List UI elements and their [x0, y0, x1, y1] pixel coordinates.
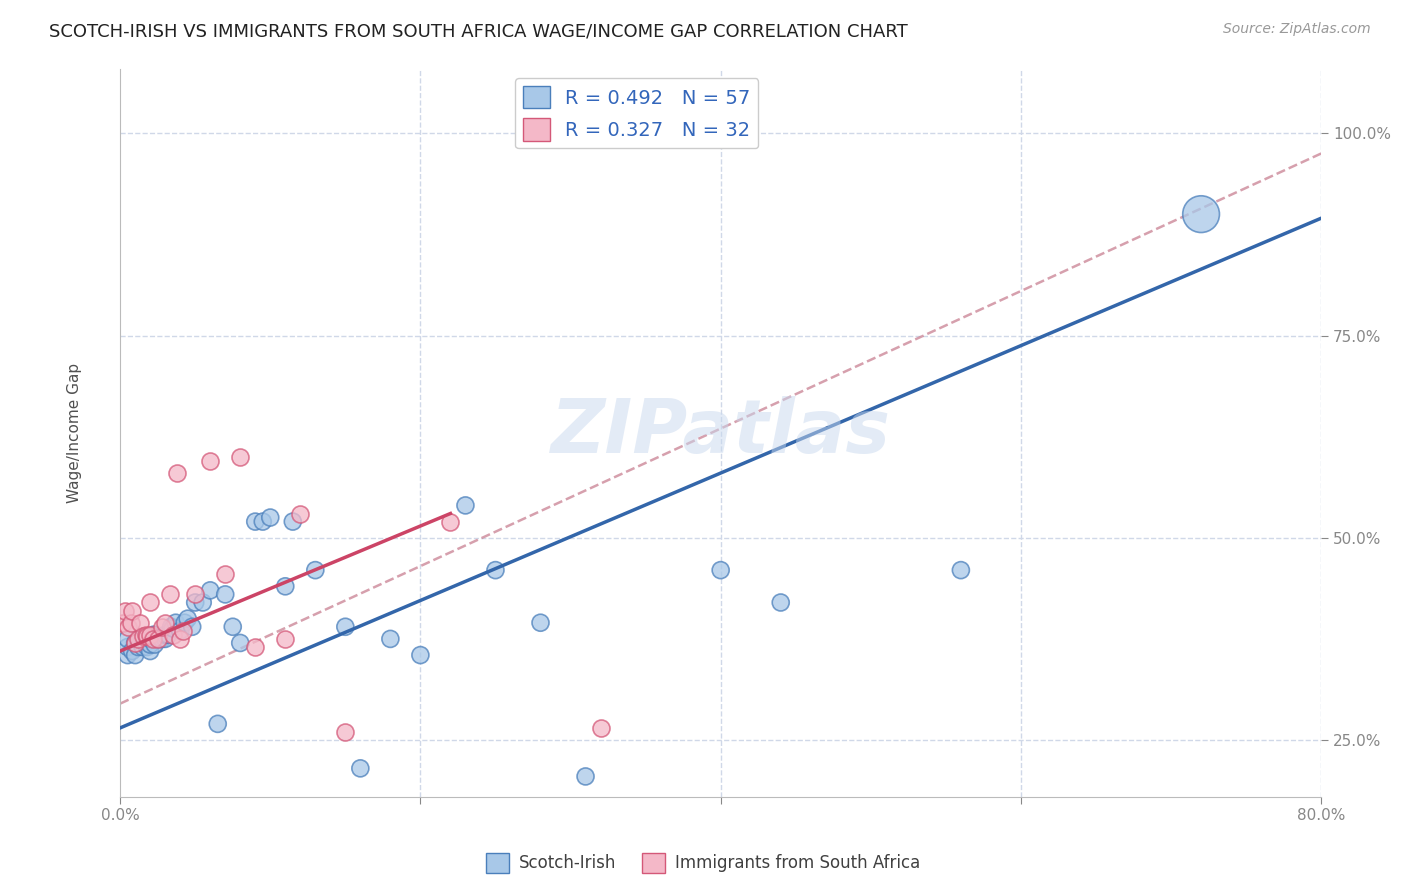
Point [184, 587, 207, 601]
Point [529, 615, 551, 630]
Point [710, 563, 733, 577]
Point [127, 632, 149, 646]
Point [120, 615, 142, 630]
Point [769, 595, 792, 609]
Point [281, 515, 304, 529]
Point [274, 632, 297, 646]
Point [142, 632, 165, 646]
Point [117, 640, 139, 654]
Point [153, 632, 176, 646]
Point [146, 632, 169, 646]
Point [252, 515, 274, 529]
Legend: R = 0.492   N = 57, R = 0.327   N = 32: R = 0.492 N = 57, R = 0.327 N = 32 [515, 78, 758, 148]
Point [131, 640, 153, 654]
Point [274, 579, 297, 593]
Point [162, 621, 184, 635]
Point [200, 454, 222, 468]
Point [142, 628, 165, 642]
Point [589, 721, 612, 735]
Point [200, 583, 222, 598]
Point [143, 638, 166, 652]
Point [160, 620, 183, 634]
Point [136, 630, 159, 644]
Point [380, 632, 402, 646]
Point [169, 632, 191, 646]
Point [128, 632, 150, 646]
Point [124, 648, 146, 662]
Point [124, 636, 146, 650]
Point [229, 636, 252, 650]
Point [574, 769, 596, 783]
Point [184, 595, 207, 609]
Point [245, 640, 267, 654]
Point [949, 563, 972, 577]
Point [439, 515, 461, 529]
Point [146, 632, 169, 646]
Point [157, 628, 180, 642]
Point [349, 761, 371, 775]
Point [304, 563, 326, 577]
Point [124, 636, 146, 650]
Point [121, 644, 143, 658]
Point [245, 515, 267, 529]
Point [335, 620, 357, 634]
Point [149, 632, 172, 646]
Point [121, 604, 143, 618]
Point [162, 628, 184, 642]
Text: Source: ZipAtlas.com: Source: ZipAtlas.com [1223, 22, 1371, 37]
Point [454, 499, 477, 513]
Point [214, 567, 236, 582]
Point [136, 632, 159, 646]
Point [127, 640, 149, 654]
Point [131, 632, 153, 646]
Point [150, 632, 173, 646]
Point [335, 725, 357, 739]
Point [159, 587, 181, 601]
Point [114, 604, 136, 618]
Legend: Scotch-Irish, Immigrants from South Africa: Scotch-Irish, Immigrants from South Afri… [479, 847, 927, 880]
Text: Wage/Income Gap: Wage/Income Gap [67, 362, 82, 503]
Point [229, 450, 252, 464]
Point [139, 644, 162, 658]
Point [290, 507, 312, 521]
Point [150, 620, 173, 634]
Point [181, 620, 204, 634]
Point [484, 563, 506, 577]
Point [165, 615, 187, 630]
Point [191, 595, 214, 609]
Point [153, 628, 176, 642]
Point [131, 630, 153, 644]
Point [166, 466, 188, 480]
Point [207, 717, 229, 731]
Point [139, 638, 162, 652]
Point [169, 624, 191, 638]
Point [143, 628, 166, 642]
Point [409, 648, 432, 662]
Point [117, 620, 139, 634]
Point [117, 632, 139, 646]
Point [128, 615, 150, 630]
Point [136, 640, 159, 654]
Point [222, 620, 245, 634]
Point [135, 628, 157, 642]
Point [135, 636, 157, 650]
Point [172, 624, 194, 638]
Point [139, 595, 162, 609]
Point [117, 648, 139, 662]
Text: SCOTCH-IRISH VS IMMIGRANTS FROM SOUTH AFRICA WAGE/INCOME GAP CORRELATION CHART: SCOTCH-IRISH VS IMMIGRANTS FROM SOUTH AF… [49, 22, 908, 40]
Point [214, 587, 236, 601]
Point [259, 510, 281, 524]
Text: ZIPatlas: ZIPatlas [551, 396, 890, 469]
Point [139, 632, 162, 646]
Point [139, 628, 162, 642]
Point [1189, 207, 1212, 221]
Point [112, 615, 135, 630]
Point [173, 615, 195, 630]
Point [177, 612, 200, 626]
Point [153, 615, 176, 630]
